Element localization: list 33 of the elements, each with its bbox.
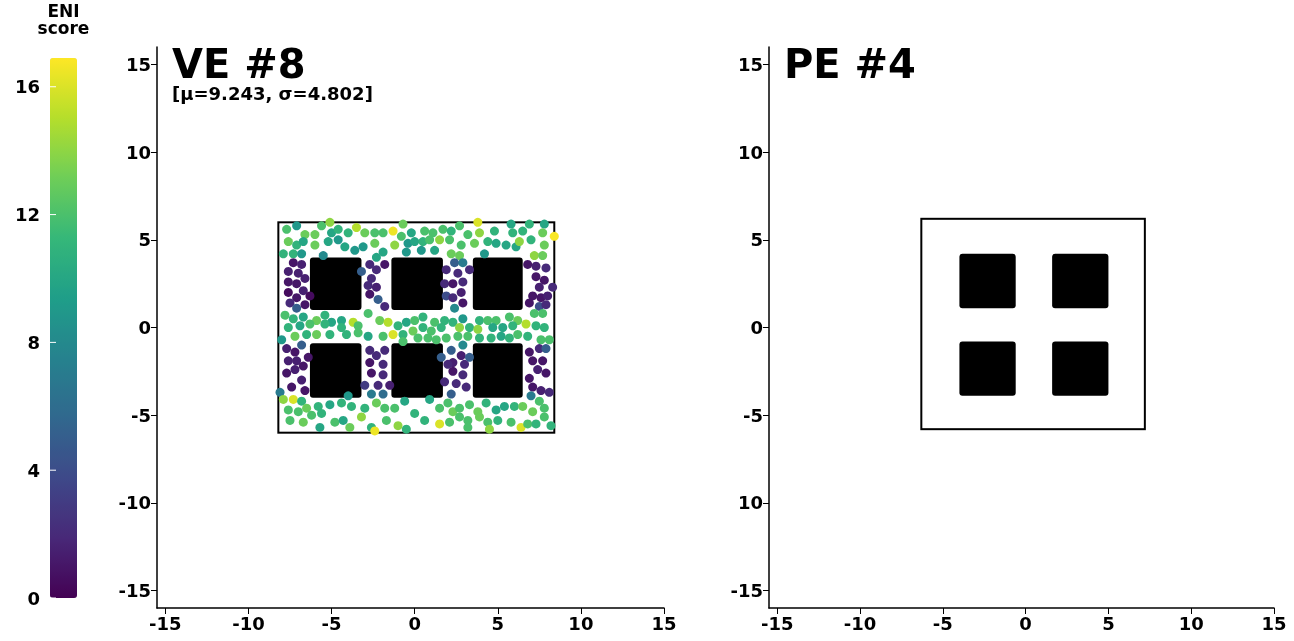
y-tick-label: 5 <box>138 229 151 251</box>
x-tick-label: 0 <box>408 612 421 634</box>
chart-title: PE #4 <box>784 41 916 87</box>
y-tick-label: 0 <box>750 317 763 338</box>
x-tick-label: 5 <box>491 612 505 634</box>
y-tick-label: 10 <box>125 141 151 163</box>
y-tick-label: 10 <box>737 492 763 514</box>
y-tick-label: 15 <box>737 54 763 76</box>
x-tick-label: 5 <box>1102 612 1115 634</box>
color-bar-label: 16 <box>14 76 40 98</box>
y-tick-label: -15 <box>118 579 151 601</box>
x-tick-label: 15 <box>1261 612 1287 634</box>
color-bar-label: 4 <box>27 459 40 481</box>
x-tick-label: 0 <box>1019 612 1032 634</box>
y-tick-label: -10 <box>118 492 151 514</box>
color-bar-label: 0 <box>27 587 40 609</box>
y-tick-label: -5 <box>743 404 763 426</box>
y-tick-label: 15 <box>125 54 151 76</box>
color-bar-label: 12 <box>14 204 40 226</box>
x-tick-label: -5 <box>932 612 953 634</box>
y-tick-label: -15 <box>730 579 763 601</box>
x-tick-label: -10 <box>232 612 265 634</box>
y-tick-label: -5 <box>131 404 151 426</box>
x-tick-label: 10 <box>568 612 594 634</box>
x-tick-label: 15 <box>651 612 677 634</box>
y-tick-label: 5 <box>750 229 763 251</box>
x-tick-label: -10 <box>843 612 877 634</box>
y-tick-label: 10 <box>737 141 763 163</box>
color-bar-title: ENI score <box>37 0 90 38</box>
x-tick-label: -5 <box>321 612 342 634</box>
y-tick-label: 0 <box>138 317 151 338</box>
x-tick-label: 10 <box>1178 612 1204 634</box>
color-bar-label: 8 <box>27 331 40 353</box>
